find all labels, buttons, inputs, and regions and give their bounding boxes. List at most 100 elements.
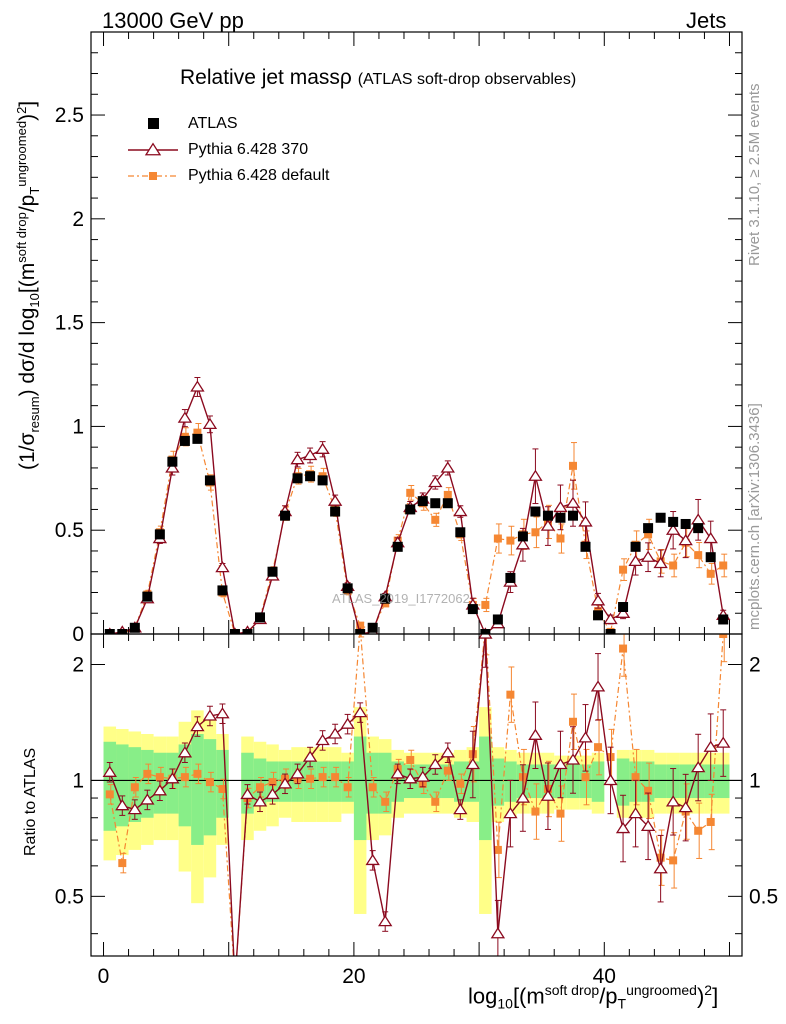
ratio-point-pythia-default xyxy=(268,778,277,787)
xtick-label: 0 xyxy=(98,965,110,988)
chart-title-sub: (ATLAS soft-drop observables) xyxy=(357,71,577,88)
ratio-point-pythia370 xyxy=(215,707,230,719)
point-pythia-default xyxy=(644,530,653,539)
band-green-bin xyxy=(579,764,592,799)
ratio-point-pythia-default xyxy=(706,817,715,826)
band-green-bin xyxy=(616,758,630,806)
point-atlas xyxy=(204,475,215,486)
ratio-point-pythia370 xyxy=(140,793,155,805)
ratio-point-pythia370 xyxy=(190,719,205,732)
ratio-point-pythia370 xyxy=(665,795,681,807)
point-pythia370 xyxy=(578,515,593,527)
point-atlas xyxy=(517,531,528,542)
point-pythia370 xyxy=(327,494,343,506)
point-pythia370 xyxy=(540,519,556,531)
point-atlas xyxy=(593,610,604,621)
point-pythia370 xyxy=(678,533,693,546)
point-pythia-default xyxy=(719,561,728,570)
point-atlas xyxy=(605,629,616,634)
point-pythia-default xyxy=(619,565,628,574)
point-pythia370 xyxy=(190,380,205,392)
main-ytick-label: 2 xyxy=(72,208,84,231)
band-green-bin xyxy=(328,761,342,802)
ratio-ytick-label-right: 2 xyxy=(749,653,761,676)
ratio-point-pythia-default xyxy=(443,766,452,775)
point-pythia370 xyxy=(428,475,443,488)
ratio-point-pythia-default xyxy=(406,755,415,764)
point-pythia-default xyxy=(556,534,565,543)
ratio-point-pythia370 xyxy=(165,772,180,784)
ratio-point-pythia370 xyxy=(615,821,631,834)
ratio-point-pythia370 xyxy=(703,740,718,752)
point-pythia370 xyxy=(665,523,681,535)
point-atlas xyxy=(417,496,428,507)
xtick-label: 20 xyxy=(342,965,365,988)
point-atlas xyxy=(142,591,153,602)
point-pythia370 xyxy=(453,504,468,517)
ratio-point-pythia370 xyxy=(327,727,343,739)
band-green-bin xyxy=(654,764,667,799)
ratio-point-pythia-default xyxy=(456,779,465,788)
band-green-bin xyxy=(253,758,267,806)
ratio-point-pythia-default xyxy=(719,634,728,638)
ratio-point-pythia370 xyxy=(127,802,142,815)
point-pythia-default xyxy=(481,600,490,609)
ratio-point-pythia370 xyxy=(365,853,380,866)
point-atlas xyxy=(292,473,303,484)
point-pythia370 xyxy=(515,538,531,550)
main-panel: 0 0.5 1 1.5 2 2.5 xyxy=(55,31,743,646)
ratio-point-pythia370 xyxy=(252,795,268,807)
ratio-point-pythia370 xyxy=(503,806,518,819)
point-atlas xyxy=(542,510,553,521)
legend-label-pythia-default: Pythia 6.428 default xyxy=(188,167,330,184)
ratio-point-pythia370 xyxy=(315,733,330,746)
point-atlas xyxy=(430,498,441,509)
ratio-point-pythia-default xyxy=(193,769,202,778)
ratio-point-pythia370 xyxy=(240,787,255,800)
point-atlas xyxy=(492,614,503,625)
point-atlas xyxy=(117,629,128,634)
ratio-point-pythia-default xyxy=(256,783,265,792)
ratio-point-pythia370 xyxy=(590,680,606,692)
band-green-bin xyxy=(353,736,367,841)
legend-label-pythia370: Pythia 6.428 370 xyxy=(188,141,309,158)
point-atlas xyxy=(330,506,341,517)
legend xyxy=(128,118,178,180)
point-pythia370 xyxy=(215,560,230,573)
point-atlas xyxy=(442,498,453,509)
ratio-point-pythia-default xyxy=(531,807,540,816)
point-atlas xyxy=(267,566,278,577)
point-pythia370 xyxy=(640,550,656,562)
point-atlas xyxy=(405,504,416,515)
point-atlas xyxy=(580,541,591,552)
ratio-point-pythia370 xyxy=(177,746,193,758)
point-pythia-default xyxy=(669,561,678,570)
point-pythia370 xyxy=(565,496,581,508)
header-energy: 13000 GeV pp xyxy=(102,8,244,33)
band-green-bin xyxy=(529,764,542,799)
point-atlas xyxy=(505,572,516,583)
ratio-point-pythia-default xyxy=(594,743,603,752)
ratio-point-pythia370 xyxy=(428,757,443,770)
point-atlas xyxy=(255,612,266,623)
point-atlas xyxy=(280,510,291,521)
point-pythia370 xyxy=(703,531,718,544)
point-pythia-default xyxy=(506,536,515,545)
point-pythia370 xyxy=(691,513,706,525)
ratio-point-pythia-default xyxy=(568,717,577,726)
ratio-point-pythia370 xyxy=(640,819,656,832)
band-green-bin xyxy=(591,761,605,802)
ratio-point-pythia-default xyxy=(694,826,703,835)
point-atlas xyxy=(567,510,578,521)
point-pythia370 xyxy=(165,461,180,473)
ratio-point-pythia-default xyxy=(318,773,327,782)
point-pythia-default xyxy=(706,569,715,578)
legend-marker-pythia370 xyxy=(144,142,162,156)
point-pythia-default xyxy=(694,551,703,560)
ratio-plot-area xyxy=(102,634,731,956)
point-pythia370 xyxy=(653,556,668,569)
ratio-point-pythia370 xyxy=(528,728,543,740)
chart-title-main: Relative jet massρ xyxy=(180,66,352,89)
ratio-point-pythia-default xyxy=(155,773,164,782)
main-plot-area xyxy=(104,376,731,634)
